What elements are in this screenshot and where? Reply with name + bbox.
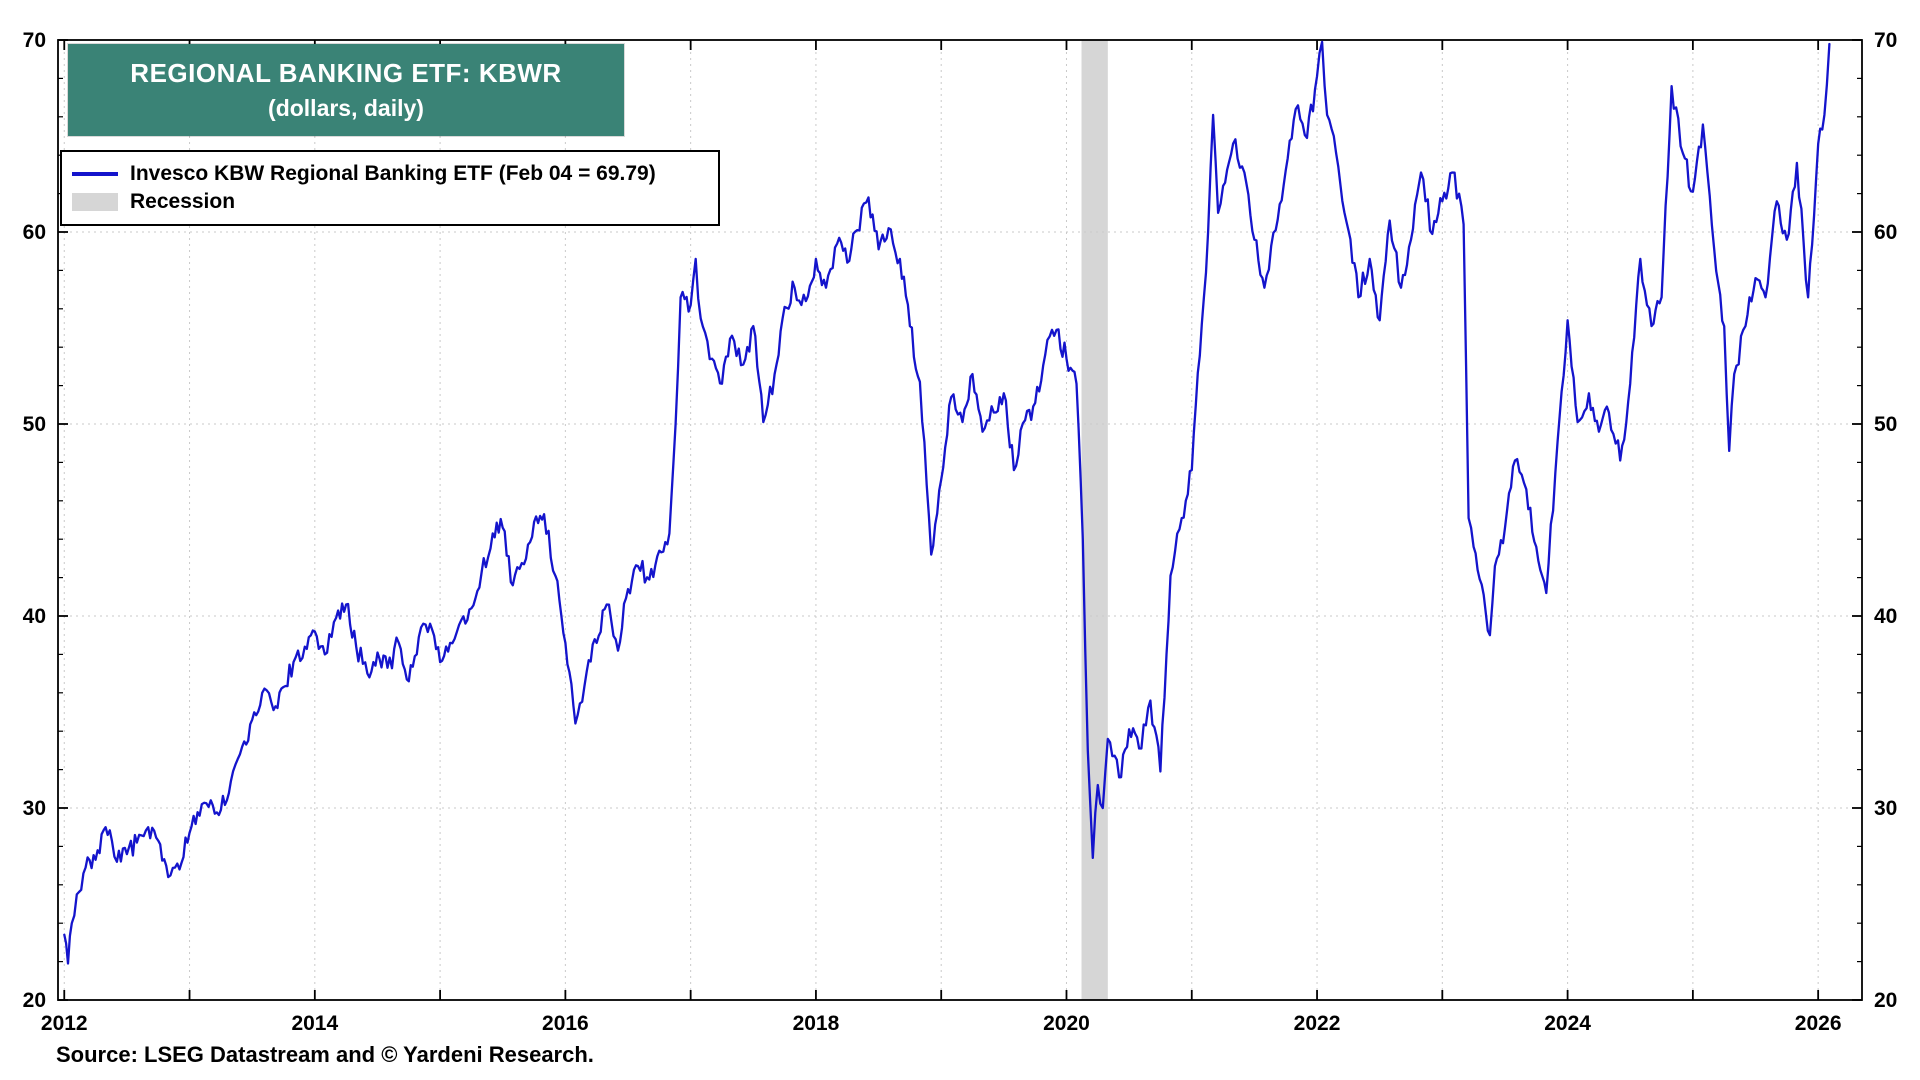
svg-text:50: 50 bbox=[23, 413, 46, 436]
legend-row-series: Invesco KBW Regional Banking ETF (Feb 04… bbox=[72, 160, 706, 188]
svg-text:2026: 2026 bbox=[1795, 1012, 1842, 1035]
series-line-swatch bbox=[72, 172, 118, 176]
svg-text:30: 30 bbox=[1874, 797, 1897, 820]
svg-text:70: 70 bbox=[23, 29, 46, 52]
legend: Invesco KBW Regional Banking ETF (Feb 04… bbox=[60, 150, 720, 226]
recession-legend-label: Recession bbox=[130, 190, 236, 213]
svg-text:2014: 2014 bbox=[291, 1012, 338, 1035]
svg-text:60: 60 bbox=[23, 221, 46, 244]
chart-title-box: REGIONAL BANKING ETF: KBWR (dollars, dai… bbox=[68, 44, 624, 136]
svg-text:40: 40 bbox=[23, 605, 46, 628]
svg-text:20: 20 bbox=[1874, 989, 1897, 1012]
svg-text:50: 50 bbox=[1874, 413, 1897, 436]
svg-text:70: 70 bbox=[1874, 29, 1897, 52]
chart-title: REGIONAL BANKING ETF: KBWR bbox=[130, 58, 562, 88]
series-legend-label: Invesco KBW Regional Banking ETF (Feb 04… bbox=[130, 162, 656, 185]
svg-text:40: 40 bbox=[1874, 605, 1897, 628]
svg-text:60: 60 bbox=[1874, 221, 1897, 244]
svg-text:30: 30 bbox=[23, 797, 46, 820]
recession-swatch bbox=[72, 193, 118, 211]
svg-text:2024: 2024 bbox=[1544, 1012, 1591, 1035]
svg-text:20: 20 bbox=[23, 989, 46, 1012]
svg-text:2012: 2012 bbox=[41, 1012, 88, 1035]
legend-row-recession: Recession bbox=[72, 188, 706, 216]
svg-text:2022: 2022 bbox=[1294, 1012, 1341, 1035]
chart-subtitle: (dollars, daily) bbox=[268, 95, 424, 121]
source-attribution: Source: LSEG Datastream and © Yardeni Re… bbox=[56, 1042, 594, 1067]
svg-text:2020: 2020 bbox=[1043, 1012, 1090, 1035]
svg-text:2018: 2018 bbox=[793, 1012, 840, 1035]
svg-text:2016: 2016 bbox=[542, 1012, 589, 1035]
